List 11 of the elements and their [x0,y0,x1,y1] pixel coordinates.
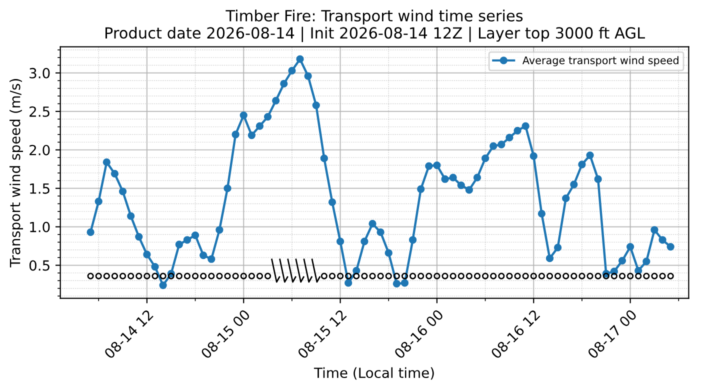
y-tick-label: 2.5 [30,106,50,117]
y-tick-label: 1.5 [30,183,50,194]
y-axis-title: Transport wind speed (m/s) [10,79,23,268]
legend-label: Average transport wind speed [522,56,678,66]
chart-subtitle: Product date 2026-08-14 | Init 2026-08-14 12Z | Layer top 3000 ft AGL [105,26,645,42]
x-axis-title: Time (Local time) [314,367,434,380]
chart-title: Timber Fire: Transport wind time series [226,10,523,24]
y-tick-label: 1.0 [30,222,50,232]
y-tick-label: 2.0 [30,144,50,156]
y-tick-label: 3.0 [30,68,50,78]
y-tick-label: 0.5 [29,260,50,271]
